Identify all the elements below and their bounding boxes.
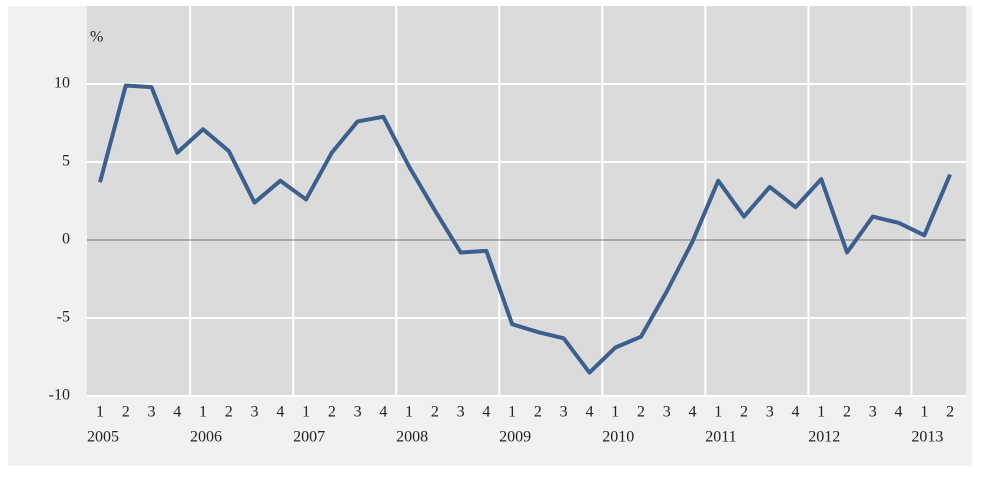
data-line xyxy=(98,83,952,375)
x-tick-label: 2 xyxy=(122,404,130,421)
x-tick-label: 1 xyxy=(302,404,310,421)
year-label: 2011 xyxy=(705,429,736,446)
x-tick-label: 3 xyxy=(251,404,259,421)
year-label: 2008 xyxy=(396,429,428,446)
year-label: 2012 xyxy=(808,429,840,446)
x-tick-label: 1 xyxy=(611,404,619,421)
x-tick-label: 1 xyxy=(714,404,722,421)
x-tick-label: 3 xyxy=(148,404,156,421)
y-tick-label: 0 xyxy=(62,231,70,248)
x-tick-label: 2 xyxy=(431,404,439,421)
x-tick-label: 1 xyxy=(817,404,825,421)
x-tick-label: 2 xyxy=(534,404,542,421)
x-tick-label: 4 xyxy=(173,404,181,421)
x-tick-label: 4 xyxy=(276,404,284,421)
x-tick-label: 1 xyxy=(405,404,413,421)
x-tick-label: 2 xyxy=(740,404,748,421)
x-tick-label: 4 xyxy=(792,404,800,421)
x-tick-label: 3 xyxy=(457,404,465,421)
x-tick-label: 3 xyxy=(354,404,362,421)
year-label: 2009 xyxy=(499,429,531,446)
y-tick-label: -10 xyxy=(49,387,70,404)
y-unit: % xyxy=(90,29,103,46)
x-tick-label: 2 xyxy=(637,404,645,421)
x-tick-label: 3 xyxy=(766,404,774,421)
x-tick-label: 2 xyxy=(328,404,336,421)
y-tick-label: -5 xyxy=(57,309,70,326)
x-tick-label: 1 xyxy=(508,404,516,421)
year-label: 2005 xyxy=(87,429,119,446)
x-tick-label: 3 xyxy=(869,404,877,421)
x-tick-label: 3 xyxy=(663,404,671,421)
year-label: 2007 xyxy=(293,429,325,446)
year-label: 2013 xyxy=(911,429,943,446)
x-tick-label: 4 xyxy=(379,404,387,421)
x-tick-label: 4 xyxy=(688,404,696,421)
x-tick-label: 4 xyxy=(482,404,490,421)
x-tick-label: 4 xyxy=(895,404,903,421)
y-tick-label: 5 xyxy=(62,153,70,170)
x-tick-label: 4 xyxy=(585,404,593,421)
x-tick-label: 2 xyxy=(225,404,233,421)
year-label: 2006 xyxy=(190,429,222,446)
x-tick-label: 2 xyxy=(946,404,954,421)
y-tick-label: 10 xyxy=(54,75,70,92)
x-tick-label: 3 xyxy=(560,404,568,421)
x-tick-label: 1 xyxy=(920,404,928,421)
year-label: 2010 xyxy=(602,429,634,446)
plot-area xyxy=(87,6,966,396)
x-tick-label: 1 xyxy=(199,404,207,421)
x-tick-label: 1 xyxy=(96,404,104,421)
x-tick-label: 2 xyxy=(843,404,851,421)
